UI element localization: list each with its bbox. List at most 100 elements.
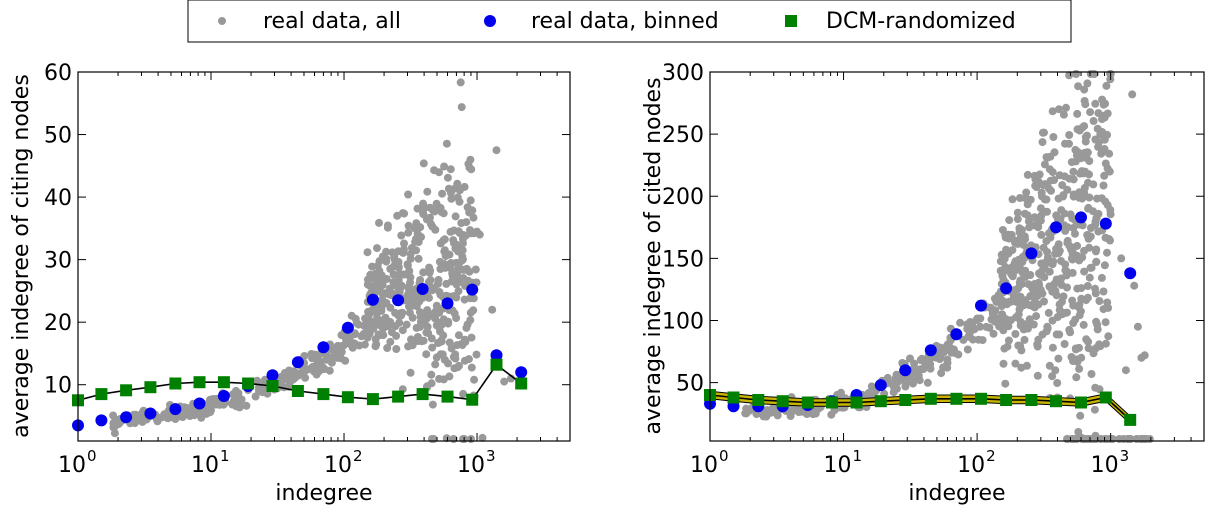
all-data-point — [287, 369, 296, 378]
all-data-point — [427, 370, 436, 379]
all-data-point — [438, 189, 447, 198]
all-data-point — [1121, 366, 1130, 375]
y-tick-label: 30 — [44, 249, 72, 274]
all-data-point — [229, 390, 237, 399]
all-data-point — [394, 311, 403, 320]
all-data-point — [1040, 207, 1049, 216]
all-data-point — [400, 239, 408, 248]
all-data-point — [989, 329, 998, 338]
y-tick-label: 150 — [662, 247, 704, 272]
all-data-point — [1045, 267, 1054, 276]
dcm-point — [120, 384, 133, 397]
binned-point — [317, 341, 330, 354]
all-data-point — [1095, 297, 1104, 305]
all-data-point — [392, 331, 401, 340]
all-data-point — [964, 332, 973, 341]
all-data-point — [1086, 108, 1095, 117]
all-data-point — [1080, 267, 1089, 276]
all-data-point — [350, 330, 359, 339]
all-data-point — [443, 173, 452, 182]
all-data-point — [459, 274, 468, 282]
all-data-point — [1034, 335, 1043, 344]
all-data-point — [1065, 131, 1074, 139]
all-data-point — [459, 389, 468, 398]
binned-point — [341, 321, 354, 334]
all-data-point — [1142, 435, 1151, 443]
dcm-point — [752, 394, 765, 406]
all-data-point — [408, 313, 417, 322]
binned-point — [490, 349, 503, 362]
all-data-point — [1068, 214, 1077, 223]
all-data-point — [454, 287, 463, 296]
all-data-point — [1090, 405, 1099, 414]
all-data-point — [1050, 148, 1059, 157]
all-data-point — [904, 376, 913, 385]
all-data-point — [1059, 191, 1068, 200]
binned-point — [217, 390, 230, 402]
all-data-point — [1031, 181, 1040, 190]
x-tick-label-exponent: 3 — [486, 447, 496, 465]
all-data-point — [1074, 82, 1083, 91]
all-data-point — [458, 235, 467, 243]
all-data-point — [439, 209, 448, 218]
all-data-point — [1073, 241, 1082, 250]
y-tick-label: 50 — [44, 124, 72, 149]
all-data-point — [1091, 284, 1100, 293]
all-data-point — [1081, 100, 1090, 109]
all-data-point — [445, 338, 454, 347]
binned-point — [392, 294, 405, 307]
all-data-point — [1006, 297, 1015, 306]
binned-point — [95, 414, 108, 427]
y-tick-label: 40 — [44, 186, 72, 211]
x-tick-label: 10 — [191, 453, 219, 478]
legend-label-dcm: DCM-randomized — [826, 9, 1016, 34]
all-data-point — [325, 366, 334, 375]
all-data-point — [432, 199, 441, 208]
all-data-point — [467, 333, 476, 342]
all-data-point — [313, 360, 322, 369]
all-data-point — [373, 305, 382, 314]
all-data-point — [302, 366, 311, 375]
all-data-point — [428, 222, 437, 231]
legend-label-all: real data, all — [263, 9, 401, 34]
all-data-point — [1087, 370, 1096, 378]
binned-point — [466, 283, 479, 296]
all-data-point — [431, 307, 440, 316]
all-data-point — [1096, 342, 1105, 351]
x-tick-label-exponent: 0 — [719, 447, 729, 465]
plot-frame-right — [709, 71, 1205, 442]
all-data-point — [1048, 372, 1057, 381]
dcm-point — [392, 390, 405, 403]
all-data-point — [1020, 335, 1029, 344]
all-data-point — [996, 266, 1005, 275]
all-data-point — [963, 345, 972, 354]
all-data-point — [470, 375, 479, 384]
all-data-point — [1069, 167, 1078, 176]
all-data-point — [1075, 364, 1084, 373]
x-tick-label: 10 — [58, 453, 86, 478]
all-data-point — [426, 276, 435, 285]
all-data-point — [428, 400, 437, 409]
marks-left — [72, 283, 528, 432]
all-data-point — [1083, 148, 1092, 157]
all-data-point — [1053, 379, 1062, 387]
dcm-point — [366, 393, 379, 406]
all-data-point — [368, 319, 377, 328]
all-data-point — [419, 210, 428, 219]
all-data-point — [1063, 283, 1071, 292]
all-data-point — [926, 364, 935, 373]
all-data-point — [1068, 296, 1077, 305]
all-data-point — [447, 259, 456, 267]
all-data-point — [382, 247, 391, 256]
all-data-point — [1099, 100, 1108, 109]
all-data-point — [1005, 216, 1014, 225]
all-data-point — [179, 406, 188, 415]
all-data-point — [383, 344, 392, 352]
all-data-point — [277, 372, 286, 381]
all-data-point — [360, 340, 369, 349]
x-axis-label-right: indegree — [908, 481, 1005, 506]
all-data-point — [301, 373, 310, 382]
